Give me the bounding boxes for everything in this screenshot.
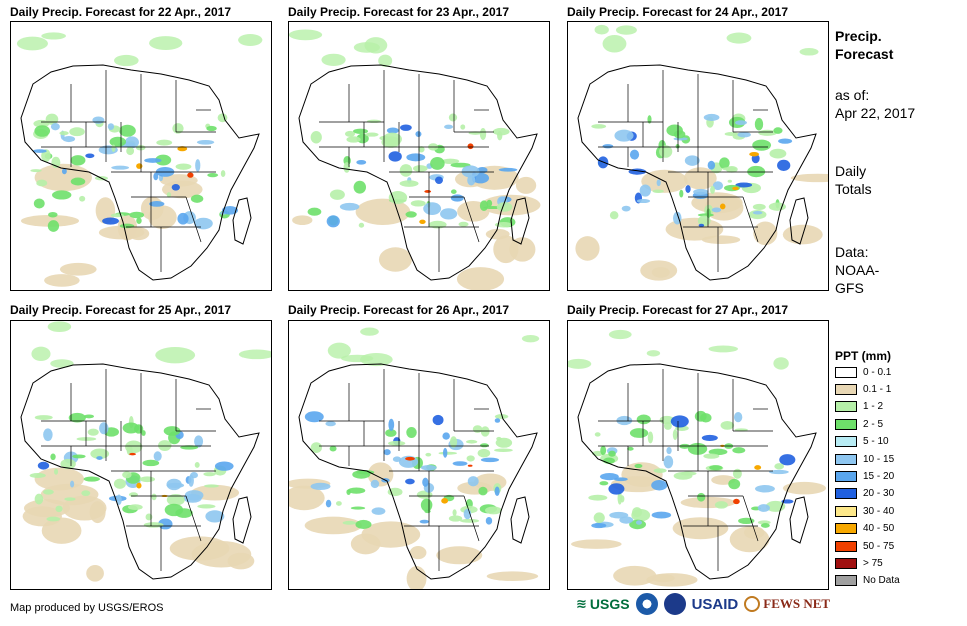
sidebar-title-line2: Forecast — [835, 46, 894, 62]
panel-title-3: Daily Precip. Forecast for 24 Apr., 2017 — [567, 5, 788, 19]
legend-label: 30 - 40 — [863, 505, 895, 517]
legend-item: 10 - 15 — [835, 453, 894, 465]
legend-swatch — [835, 470, 857, 482]
panel-title-4: Daily Precip. Forecast for 25 Apr., 2017 — [10, 303, 231, 317]
usgs-logo: ≋ USGS — [576, 596, 630, 612]
legend-item: 40 - 50 — [835, 523, 894, 535]
legend-swatch — [835, 401, 857, 413]
partner-logos: ≋ USGS USAID FEWS NET — [576, 593, 830, 615]
legend-swatch — [835, 557, 857, 569]
legend-label: 1 - 2 — [863, 401, 884, 413]
legend-label: 2 - 5 — [863, 418, 884, 430]
daily-totals-line2: Totals — [835, 181, 872, 197]
usaid-logo: USAID — [692, 596, 739, 613]
legend-swatch — [835, 540, 857, 552]
legend-label: 50 - 75 — [863, 540, 895, 552]
data-source-block: Data: NOAA- GFS — [835, 243, 879, 297]
usgs-logo-text: USGS — [589, 596, 630, 612]
legend-item: 50 - 75 — [835, 540, 894, 552]
noaa-logo — [635, 593, 658, 615]
legend-item: 20 - 30 — [835, 488, 894, 500]
sidebar-title-line1: Precip. — [835, 28, 882, 44]
forecast-map-4 — [10, 320, 272, 590]
as-of-date: Apr 22, 2017 — [835, 105, 916, 121]
legend-item: 30 - 40 — [835, 505, 894, 517]
legend-swatch — [835, 488, 857, 500]
usaid-logo-text: USAID — [691, 595, 739, 613]
forecast-map-3 — [567, 21, 829, 291]
panel-title-1: Daily Precip. Forecast for 22 Apr., 2017 — [10, 5, 231, 19]
legend-label: No Data — [863, 575, 900, 587]
fewsnet-logo: FEWS NET — [744, 596, 830, 612]
legend-item: 15 - 20 — [835, 470, 894, 482]
as-of-label: as of: — [835, 87, 870, 103]
legend-swatch — [835, 383, 857, 395]
legend-item: > 75 — [835, 557, 883, 569]
legend-label: 40 - 50 — [863, 523, 895, 535]
legend-swatch — [835, 505, 857, 517]
forecast-map-2 — [288, 21, 550, 291]
fewsnet-globe-icon — [744, 596, 761, 612]
legend-item: 5 - 10 — [835, 436, 889, 448]
data-source-line3: GFS — [835, 280, 864, 296]
legend-label: 5 - 10 — [863, 436, 889, 448]
daily-totals-block: Daily Totals — [835, 162, 872, 198]
legend-label: 10 - 15 — [863, 453, 895, 465]
legend-item: 0.1 - 1 — [835, 383, 891, 395]
legend-swatch — [835, 523, 857, 535]
legend-label: 20 - 30 — [863, 488, 895, 500]
legend-swatch — [835, 436, 857, 448]
legend-label: 0 - 0.1 — [863, 366, 892, 378]
panel-title-6: Daily Precip. Forecast for 27 Apr., 2017 — [567, 303, 788, 317]
sidebar-title: Precip. Forecast — [835, 27, 893, 63]
forecast-map-1 — [10, 21, 272, 291]
legend-item: 1 - 2 — [835, 401, 883, 413]
data-source-line2: NOAA- — [835, 262, 880, 278]
legend-item: 0 - 0.1 — [835, 366, 891, 378]
legend-label: 0.1 - 1 — [863, 383, 892, 395]
daily-totals-line1: Daily — [835, 163, 867, 179]
legend-swatch — [835, 366, 857, 378]
legend-item: No Data — [835, 575, 900, 587]
legend-title: PPT (mm) — [835, 349, 892, 363]
legend-swatch — [835, 575, 857, 587]
data-source-line1: Data: — [835, 244, 869, 260]
fewsnet-logo-text: FEWS NET — [763, 596, 831, 611]
usaid-seal-icon — [663, 593, 686, 615]
forecast-map-5 — [288, 320, 550, 590]
map-credit: Map produced by USGS/EROS — [10, 602, 164, 614]
legend-swatch — [835, 453, 857, 465]
as-of-block: as of: Apr 22, 2017 — [835, 86, 915, 122]
legend-item: 2 - 5 — [835, 418, 883, 430]
forecast-map-6 — [567, 320, 829, 590]
legend-label: 15 - 20 — [863, 470, 895, 482]
legend-swatch — [835, 418, 857, 430]
legend-label: > 75 — [863, 557, 883, 569]
panel-title-2: Daily Precip. Forecast for 23 Apr., 2017 — [288, 5, 509, 19]
panel-title-5: Daily Precip. Forecast for 26 Apr., 2017 — [288, 303, 509, 317]
usgs-wave-icon: ≋ — [576, 596, 587, 611]
